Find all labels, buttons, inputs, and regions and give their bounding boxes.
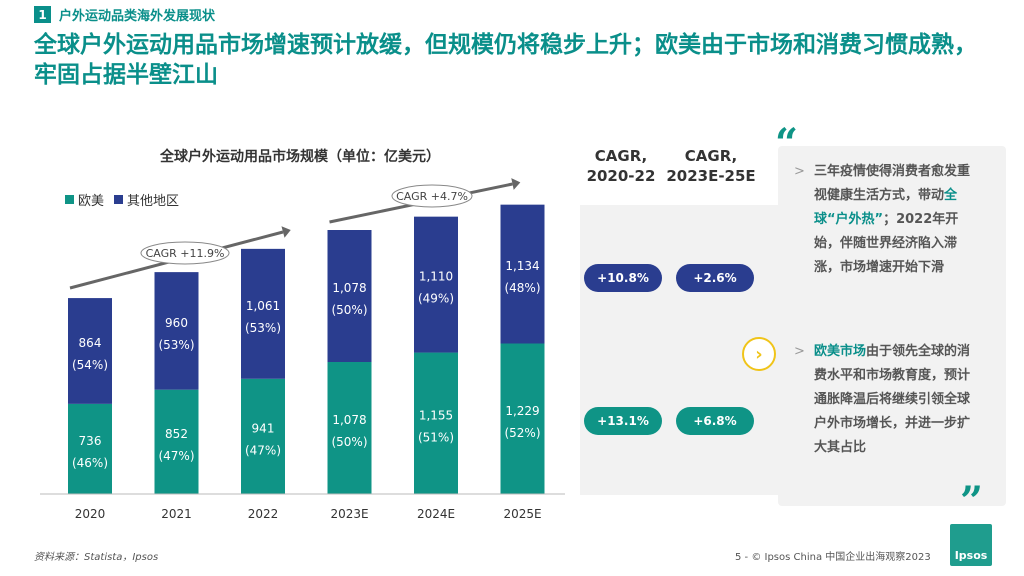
x-tick-label: 2025E (503, 507, 541, 521)
bar-europe-us-2021 (154, 389, 199, 494)
legend-item-other: 其他地区 (114, 190, 179, 209)
section-tag: 1 户外运动品类海外发展现状 (34, 5, 215, 24)
data-label-share: (48%) (504, 281, 540, 295)
bar-other-2025E (500, 204, 545, 344)
bar-europe-us-2020 (68, 403, 112, 494)
cagr-arrow-head-icon (281, 226, 291, 238)
data-label-value: 1,061 (246, 299, 280, 313)
insight-1-pre: 三年疫情使得消费者愈发重视健康生活方式，带动 (814, 164, 971, 203)
cagr-annotation-label: CAGR +11.9% (146, 247, 225, 260)
cagr-header-2020-22-line2: 2020-22 (586, 167, 656, 185)
data-label-value: 1,134 (505, 259, 539, 273)
cagr-header-2023-25-line1: CAGR, (684, 147, 738, 165)
data-label-share: (53%) (158, 338, 194, 352)
data-label-share: (50%) (331, 303, 367, 317)
open-quote-icon: “ (775, 120, 799, 167)
ipsos-logo: Ipsos (950, 524, 992, 566)
data-label-value: 941 (252, 421, 275, 435)
bar-europe-us-2023E (327, 362, 372, 494)
bullet-marker-icon: > (794, 344, 805, 359)
data-label-value: 1,110 (419, 270, 453, 284)
section-number: 1 (34, 6, 51, 23)
insight-panel (778, 146, 1006, 506)
bar-europe-us-2025E (500, 343, 545, 494)
data-label-value: 864 (79, 336, 102, 350)
legend-item-europe-us: 欧美 (65, 190, 104, 209)
insight-bullet-1: > 三年疫情使得消费者愈发重视健康生活方式，带动全球“户外热”；2022年开始，… (794, 160, 974, 280)
data-label-share: (54%) (72, 358, 108, 372)
page-title: 全球户外运动用品市场增速预计放缓，但规模仍将稳步上升；欧美由于市场和消费习惯成熟… (34, 32, 977, 88)
section-label: 户外运动品类海外发展现状 (59, 9, 216, 24)
data-label-value: 1,078 (332, 281, 366, 295)
data-label-share: (52%) (504, 426, 540, 440)
data-label-share: (51%) (418, 430, 454, 444)
cagr-annotation-oval (140, 241, 230, 265)
data-label-value: 1,078 (332, 413, 366, 427)
cagr-arrow-head-icon (511, 178, 521, 190)
insight-bullet-2: > 欧美市场由于领先全球的消费水平和市场教育度，预计通胀降温后将继续引领全球户外… (794, 340, 974, 460)
legend-label-other: 其他地区 (127, 194, 180, 209)
data-label-value: 1,229 (505, 404, 539, 418)
insight-1-highlight: 全球“户外热” (814, 188, 958, 227)
bar-europe-us-2022 (241, 378, 285, 494)
x-tick-label: 2024E (417, 507, 455, 521)
bar-other-2023E (327, 230, 372, 362)
legend-swatch-europe-us (65, 195, 74, 204)
bar-other-2021 (154, 272, 199, 390)
cagr-europe-2020-22-pill: +13.1% (584, 407, 662, 435)
cagr-header-2023-25: CAGR, 2023E-25E (666, 146, 756, 186)
insight-1-post: ；2022年开始，伴随世界经济陷入滞涨，市场增速开始下滑 (814, 212, 959, 275)
data-label-share: (49%) (418, 292, 454, 306)
x-tick-label: 2020 (75, 507, 106, 521)
data-label-value: 852 (165, 427, 188, 441)
source-note: 资料来源：Statista，Ipsos (34, 552, 159, 563)
cagr-other-2020-22-pill: +10.8% (584, 264, 662, 292)
insight-2-post: 由于领先全球的消费水平和市场教育度，预计通胀降温后将继续引领全球户外市场增长，并… (814, 344, 971, 455)
cagr-annotation-label: CAGR +4.7% (396, 190, 468, 203)
bar-europe-us-2024E (414, 352, 458, 494)
insight-2-highlight: 欧美市场 (814, 344, 867, 359)
legend-swatch-other (114, 195, 124, 204)
data-label-share: (47%) (158, 449, 194, 463)
data-label-share: (46%) (72, 456, 108, 470)
x-tick-label: 2023E (330, 507, 368, 521)
cagr-annotation-oval (391, 184, 473, 208)
data-label-value: 960 (165, 316, 188, 330)
cagr-header-2020-22: CAGR, 2020-22 (576, 146, 666, 186)
data-label-share: (50%) (331, 435, 367, 449)
cagr-header-2023-25-line2: 2023E-25E (666, 167, 756, 185)
chart-legend: 欧美 其他地区 (65, 190, 179, 209)
data-label-share: (53%) (245, 321, 281, 335)
bar-other-2020 (68, 298, 112, 404)
cagr-header-2020-22-line1: CAGR, (594, 147, 648, 165)
chevron-right-icon[interactable]: › (742, 337, 776, 371)
chart-title: 全球户外运动用品市场规模（单位：亿美元） (160, 149, 440, 165)
data-label-value: 736 (79, 434, 102, 448)
data-label-share: (47%) (245, 443, 281, 457)
data-label-value: 1,155 (419, 408, 453, 422)
close-quote-icon: ” (960, 478, 984, 525)
legend-label-europe-us: 欧美 (78, 194, 105, 209)
bar-other-2022 (241, 248, 285, 379)
page-footer: 5 - © Ipsos China 中国企业出海观察2023 (735, 552, 931, 563)
x-tick-label: 2021 (161, 507, 192, 521)
bar-other-2024E (414, 216, 458, 353)
bullet-marker-icon: > (794, 164, 805, 179)
x-tick-label: 2022 (248, 507, 279, 521)
cagr-other-2023-25-pill: +2.6% (676, 264, 754, 292)
cagr-europe-2023-25-pill: +6.8% (676, 407, 754, 435)
